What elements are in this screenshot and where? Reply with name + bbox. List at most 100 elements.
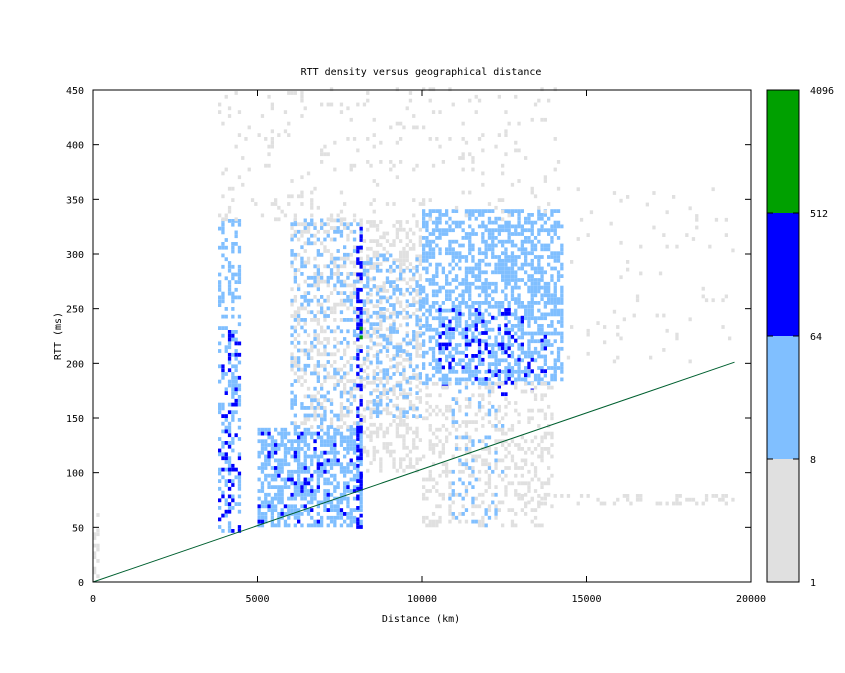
heatmap-cell [218, 287, 222, 292]
heatmap-cell [412, 414, 416, 418]
heatmap-cell [524, 228, 528, 233]
heatmap-cell [474, 278, 478, 282]
heatmap-cell [451, 228, 455, 233]
heatmap-cell [369, 287, 373, 292]
heatmap-cell [484, 412, 488, 417]
heatmap-cell [300, 91, 304, 95]
heatmap-cell [231, 295, 235, 300]
heatmap-cell [310, 344, 314, 349]
heatmap-cell [533, 102, 538, 107]
heatmap-cell [323, 417, 327, 422]
heatmap-cell [461, 289, 465, 294]
heatmap-cell [96, 543, 100, 548]
heatmap-cell [527, 339, 531, 344]
heatmap-cell [504, 247, 508, 252]
heatmap-cell [497, 239, 501, 244]
heatmap-cell [530, 232, 534, 236]
heatmap-cell [405, 357, 409, 362]
heatmap-cell [346, 283, 350, 288]
heatmap-cell [349, 431, 353, 436]
heatmap-cell [385, 430, 390, 435]
heatmap-cell [326, 481, 330, 486]
heatmap-cell [553, 297, 557, 301]
heatmap-cell [359, 344, 363, 349]
heatmap-cell [346, 275, 350, 280]
heatmap-cell [290, 367, 294, 372]
heatmap-cell [530, 331, 534, 336]
heatmap-cell [320, 443, 324, 447]
heatmap-cell [711, 494, 715, 498]
heatmap-cell [415, 220, 419, 224]
heatmap-cell [362, 445, 367, 450]
heatmap-cell [323, 264, 327, 269]
heatmap-cell [468, 447, 472, 451]
heatmap-cell [336, 458, 340, 463]
heatmap-cell [537, 213, 541, 217]
heatmap-cell [464, 281, 469, 286]
heatmap-cell [454, 312, 459, 317]
heatmap-cell [471, 320, 475, 324]
heatmap-cell [477, 492, 482, 497]
heatmap-cell [487, 466, 492, 470]
heatmap-cell [540, 435, 544, 440]
heatmap-cell [237, 383, 242, 388]
heatmap-cell [504, 366, 508, 370]
heatmap-cell [320, 279, 324, 284]
heatmap-cell [237, 425, 242, 430]
heatmap-cell [326, 508, 330, 512]
heatmap-cell [501, 278, 505, 282]
heatmap-cell [504, 473, 508, 478]
heatmap-cell [514, 466, 518, 470]
heatmap-cell [501, 523, 505, 528]
heatmap-cell [339, 209, 344, 214]
heatmap-cell [481, 339, 485, 344]
heatmap-cell [346, 360, 350, 364]
heatmap-cell [303, 106, 307, 111]
heatmap-cell [451, 469, 455, 474]
heatmap-cell [464, 404, 469, 409]
heatmap-cell [234, 410, 238, 415]
heatmap-cell [448, 137, 452, 141]
heatmap-cell [491, 239, 495, 244]
heatmap-cell [339, 283, 344, 288]
heatmap-cell [425, 316, 429, 321]
heatmap-cell [313, 275, 317, 280]
heatmap-cell [451, 412, 455, 417]
heatmap-cell [431, 462, 436, 467]
heatmap-cell [418, 323, 422, 328]
heatmap-cell [547, 492, 551, 497]
heatmap-cell [431, 274, 436, 278]
heatmap-cell [471, 369, 475, 374]
heatmap-cell [267, 163, 271, 168]
heatmap-cell [530, 293, 534, 298]
heatmap-cell [326, 233, 330, 238]
heatmap-cell [553, 494, 557, 498]
y-tick-label: 100 [66, 469, 84, 480]
heatmap-cell [454, 346, 459, 351]
heatmap-cell [382, 246, 386, 251]
heatmap-cell [359, 314, 363, 318]
heatmap-cell [303, 295, 307, 299]
heatmap-cell [520, 304, 524, 309]
heatmap-cell [553, 369, 557, 374]
heatmap-cell [445, 327, 449, 332]
heatmap-cell [352, 272, 357, 276]
heatmap-cell [494, 458, 498, 463]
heatmap-cell [530, 262, 534, 267]
heatmap-cell [540, 312, 544, 317]
heatmap-cell [366, 291, 370, 296]
heatmap-cell [362, 356, 367, 361]
heatmap-cell [333, 310, 337, 315]
heatmap-cell [310, 462, 314, 467]
heatmap-cell [441, 270, 445, 275]
heatmap-cell [231, 467, 235, 472]
heatmap-cell [260, 213, 265, 218]
heatmap-cell [362, 308, 367, 312]
heatmap-cell [497, 228, 501, 233]
heatmap-cell [333, 427, 337, 432]
heatmap-cell [517, 357, 521, 362]
heatmap-cell [290, 447, 294, 451]
heatmap-cell [339, 406, 344, 410]
heatmap-cell [415, 391, 419, 395]
heatmap-cell [540, 346, 544, 351]
